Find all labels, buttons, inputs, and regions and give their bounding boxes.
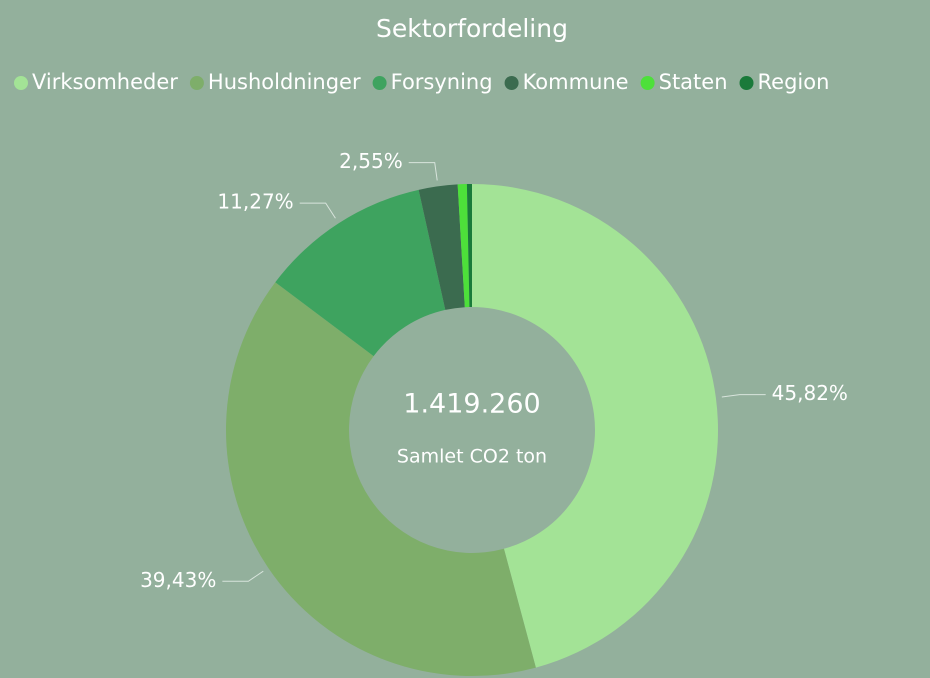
slice [275, 189, 446, 357]
data-label: 45,82% [772, 381, 848, 405]
data-label: 11,27% [217, 190, 293, 214]
legend-label: Region [758, 70, 830, 94]
legend-marker [504, 76, 519, 90]
slice [457, 184, 470, 308]
legend-label: Virksomheder [32, 70, 178, 94]
legend-label: Forsyning [391, 70, 493, 94]
center-caption: Samlet CO2 ton [397, 446, 547, 468]
legend-marker [14, 76, 28, 90]
data-label: 39,43% [140, 568, 216, 592]
slice [226, 282, 536, 676]
chart-title: Sektorfordeling [376, 14, 568, 43]
legend-marker [372, 76, 387, 90]
donut: 45,82% 39,43% 11,27% 2,55% [140, 149, 848, 676]
leader-line [721, 394, 766, 398]
total-value: 1.419.260 [403, 389, 540, 420]
legend-marker [739, 76, 754, 90]
slice [418, 184, 465, 310]
leader-line [408, 162, 438, 181]
legend-label: Staten [659, 70, 728, 94]
legend-marker [640, 76, 655, 90]
leader-line [222, 570, 264, 582]
legend-marker [189, 76, 204, 90]
slice [466, 184, 472, 308]
data-label: 2,55% [339, 149, 403, 173]
legend-label: Kommune [523, 70, 629, 94]
legend-label: Husholdninger [208, 70, 361, 94]
legend: Virksomheder Husholdninger Forsyning Kommun… [14, 70, 829, 94]
slice [472, 184, 718, 668]
leader-line [299, 202, 336, 219]
